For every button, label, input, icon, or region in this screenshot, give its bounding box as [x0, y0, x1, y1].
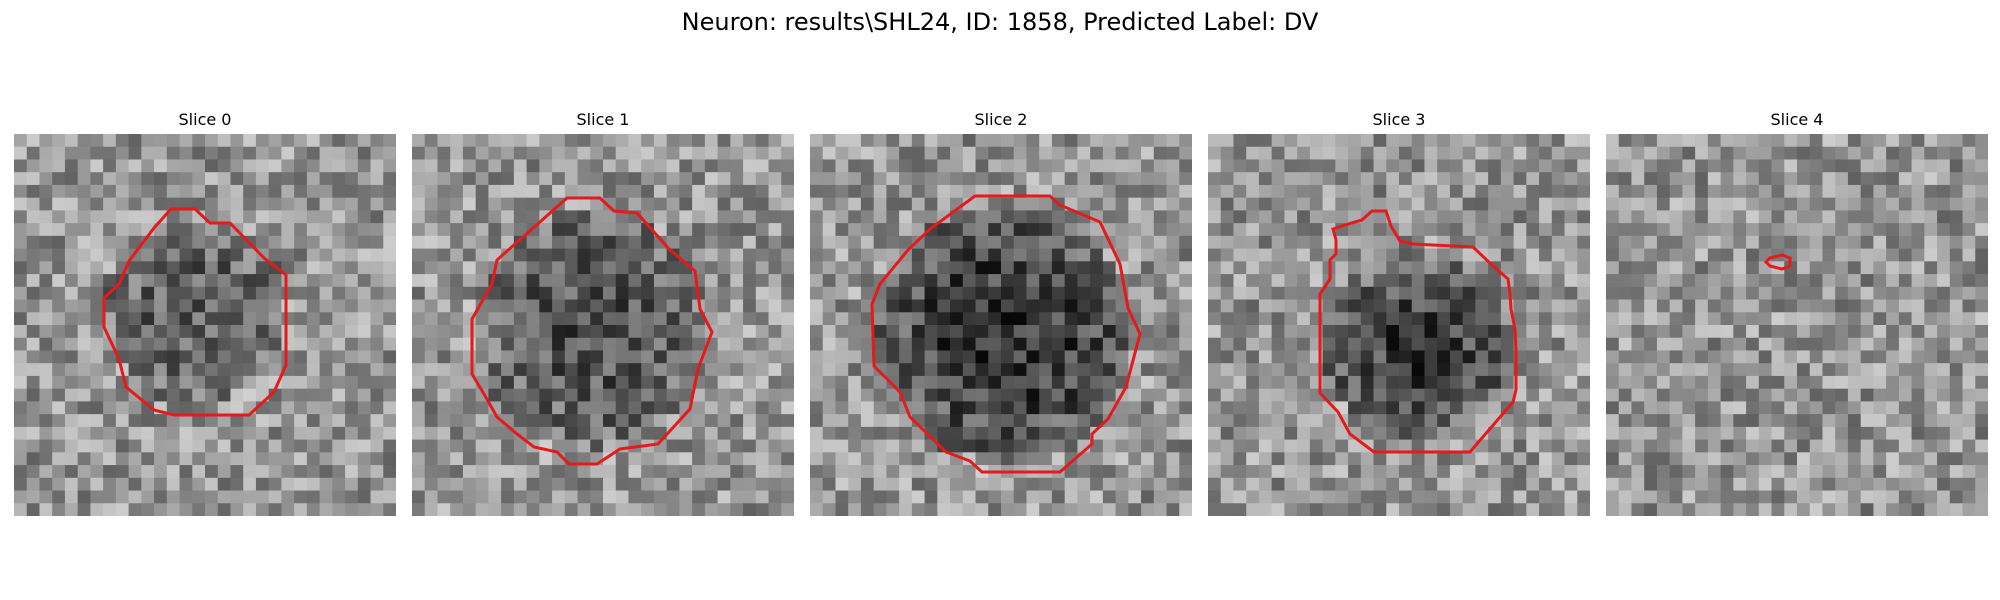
figure-title: Neuron: results\SHL24, ID: 1858, Predict…: [681, 8, 1319, 36]
slice-image-4: [1606, 134, 1988, 516]
slice-panel-2: Slice 2: [810, 106, 1192, 518]
slice-panel-4: Slice 4: [1606, 106, 1988, 518]
slice-panel-3: Slice 3: [1208, 106, 1590, 518]
slice-image-0: [14, 134, 396, 516]
slice-title-3: Slice 3: [1372, 110, 1426, 129]
slice-outline-0: [102, 207, 288, 417]
slice-panel-1: Slice 1: [412, 106, 794, 518]
slice-pixels-2: [810, 134, 1192, 516]
slice-pixels-3: [1208, 134, 1590, 516]
slice-outline-4: [1763, 253, 1792, 271]
slice-panel-0: Slice 0: [14, 106, 396, 518]
slice-pixels-0: [14, 134, 396, 516]
slice-title-4: Slice 4: [1770, 110, 1824, 129]
slice-outline-3: [1318, 209, 1518, 454]
slice-pixels-4: [1606, 134, 1988, 516]
slice-title-2: Slice 2: [974, 110, 1028, 129]
slice-image-1: [412, 134, 794, 516]
slice-title-1: Slice 1: [576, 110, 630, 129]
slice-outline-2: [870, 194, 1142, 474]
slice-outline-1: [470, 196, 714, 466]
slice-title-0: Slice 0: [178, 110, 232, 129]
slice-image-2: [810, 134, 1192, 516]
slice-pixels-1: [412, 134, 794, 516]
slice-image-3: [1208, 134, 1590, 516]
